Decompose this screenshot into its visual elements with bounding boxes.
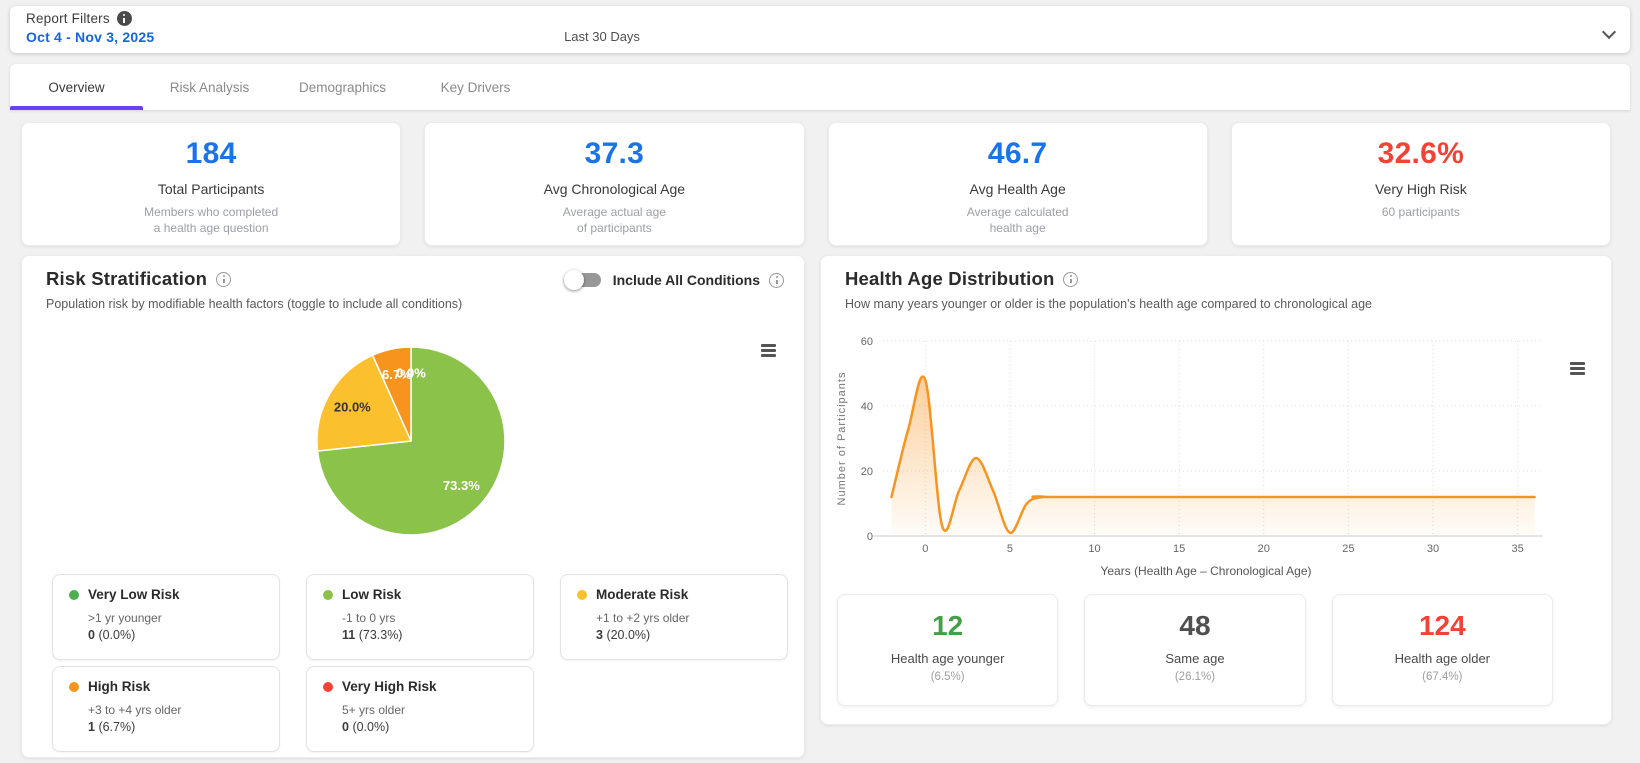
chevron-down-icon[interactable] bbox=[1601, 24, 1617, 40]
hcard-health-age-older: 124 Health age older (67.4%) bbox=[1331, 594, 1553, 706]
svg-text:30: 30 bbox=[1427, 543, 1439, 555]
risk-pie-chart[interactable]: 0.0%73.3%20.0%6.7%0.0% bbox=[316, 346, 506, 536]
stat-label: Avg Health Age bbox=[969, 181, 1066, 197]
stat-sub: Members who completed a health age questi… bbox=[144, 205, 279, 236]
legend-card-low-risk: Low Risk -1 to 0 yrs 11 (73.3%) bbox=[306, 574, 534, 660]
hcard-health-age-younger: 12 Health age younger (6.5%) bbox=[837, 594, 1059, 706]
info-icon[interactable] bbox=[1063, 271, 1079, 287]
legend-card-moderate-risk: Moderate Risk +1 to +2 yrs older 3 (20.0… bbox=[560, 574, 788, 660]
stat-label: Avg Chronological Age bbox=[543, 181, 686, 197]
stat-card-avg-health-age: 46.7 Avg Health Age Average calculated he… bbox=[827, 122, 1208, 246]
risk-legend: Very Low Risk >1 yr younger 0 (0.0%) Low… bbox=[52, 574, 788, 752]
stat-value: 32.6% bbox=[1377, 137, 1465, 170]
svg-text:60: 60 bbox=[861, 336, 873, 348]
report-filters-bar[interactable]: Report Filters Oct 4 - Nov 3, 2025 Last … bbox=[10, 6, 1630, 53]
svg-text:20.0%: 20.0% bbox=[334, 399, 371, 414]
stat-label: Total Participants bbox=[157, 181, 265, 197]
risk-section-title: Risk Stratification bbox=[46, 268, 208, 289]
tab-risk-analysis[interactable]: Risk Analysis bbox=[169, 79, 250, 95]
tab-demographics[interactable]: Demographics bbox=[298, 79, 387, 95]
svg-text:35: 35 bbox=[1511, 543, 1523, 555]
stat-cards-row: 184 Total Participants Members who compl… bbox=[21, 122, 1611, 246]
legend-dot bbox=[69, 681, 79, 692]
stat-sub: 60 participants bbox=[1381, 205, 1460, 219]
svg-text:20: 20 bbox=[1258, 543, 1270, 555]
legend-card-very-low-risk: Very Low Risk >1 yr younger 0 (0.0%) bbox=[52, 574, 280, 660]
chart-menu-icon[interactable] bbox=[1568, 360, 1587, 377]
chart-menu-icon[interactable] bbox=[759, 342, 778, 359]
legend-card-very-high-risk: Very High Risk 5+ yrs older 0 (0.0%) bbox=[306, 666, 534, 752]
svg-text:6.7%: 6.7% bbox=[382, 367, 412, 382]
svg-text:15: 15 bbox=[1173, 543, 1185, 555]
x-axis-title: Years (Health Age – Chronological Age) bbox=[1100, 564, 1312, 578]
legend-card-high-risk: High Risk +3 to +4 yrs older 1 (6.7%) bbox=[52, 666, 280, 752]
report-filters-block: Report Filters Oct 4 - Nov 3, 2025 bbox=[26, 11, 154, 45]
health-section-title: Health Age Distribution bbox=[845, 268, 1055, 289]
health-section-subtitle: How many years younger or older is the p… bbox=[845, 297, 1373, 311]
legend-dot bbox=[323, 681, 333, 692]
info-icon[interactable] bbox=[116, 11, 132, 26]
stat-label: Very High Risk bbox=[1374, 181, 1467, 197]
legend-dot bbox=[69, 589, 79, 600]
svg-text:0: 0 bbox=[867, 531, 873, 543]
health-summary-cards: 12 Health age younger (6.5%) 48 Same age… bbox=[837, 594, 1553, 706]
stat-card-avg-chronological-age: 37.3 Avg Chronological Age Average actua… bbox=[424, 122, 805, 246]
stat-card-total-participants: 184 Total Participants Members who compl… bbox=[21, 122, 402, 246]
legend-dot bbox=[577, 589, 587, 600]
health-age-chart[interactable]: 0 5 10 15 20 25 30 35 0 20 40 60 Number of Participa… bbox=[833, 326, 1585, 564]
svg-text:0.0%: 0.0% bbox=[396, 365, 426, 380]
svg-text:20: 20 bbox=[861, 466, 873, 478]
svg-text:0.0%: 0.0% bbox=[396, 365, 426, 380]
stat-sub: Average actual age of participants bbox=[562, 205, 666, 236]
tab-key-drivers[interactable]: Key Drivers bbox=[440, 79, 511, 95]
legend-dot bbox=[323, 589, 333, 600]
svg-text:Number of Participants: Number of Participants bbox=[836, 372, 848, 506]
info-icon[interactable] bbox=[769, 272, 784, 288]
svg-text:73.3%: 73.3% bbox=[443, 478, 480, 493]
tab-bar: Overview Risk Analysis Demographics Key … bbox=[10, 64, 1630, 110]
risk-section-subtitle: Population risk by modifiable health fac… bbox=[46, 297, 463, 311]
include-all-conditions-switch[interactable] bbox=[563, 270, 604, 290]
risk-stratification-card: Risk Stratification Include All Conditio… bbox=[21, 255, 805, 758]
svg-text:40: 40 bbox=[861, 401, 873, 413]
date-range-link[interactable]: Oct 4 - Nov 3, 2025 bbox=[26, 29, 155, 45]
info-icon[interactable] bbox=[216, 271, 232, 287]
health-age-distribution-card: Health Age Distribution How many years y… bbox=[820, 255, 1612, 725]
include-all-conditions-toggle-row: Include All Conditions bbox=[563, 270, 784, 290]
stat-value: 46.7 bbox=[987, 137, 1048, 170]
period-label: Last 30 Days bbox=[564, 29, 640, 44]
toggle-label: Include All Conditions bbox=[612, 272, 760, 288]
stat-sub: Average calculated health age bbox=[966, 205, 1069, 236]
svg-text:10: 10 bbox=[1088, 543, 1100, 555]
svg-text:5: 5 bbox=[1007, 543, 1013, 555]
svg-text:0: 0 bbox=[922, 543, 928, 555]
stat-card-very-high-risk: 32.6% Very High Risk 60 participants bbox=[1230, 122, 1611, 246]
report-filters-title: Report Filters bbox=[26, 11, 110, 26]
svg-text:25: 25 bbox=[1342, 543, 1354, 555]
stat-value: 184 bbox=[185, 137, 237, 170]
hcard-same-age: 48 Same age (26.1%) bbox=[1084, 594, 1306, 706]
stat-value: 37.3 bbox=[584, 137, 645, 170]
tab-overview[interactable]: Overview bbox=[10, 64, 143, 110]
